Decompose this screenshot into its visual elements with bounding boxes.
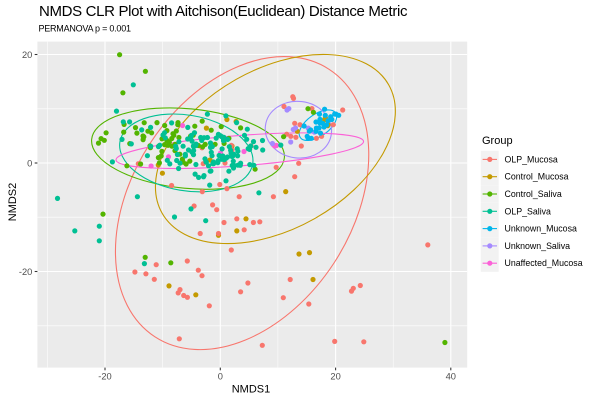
svg-text:Unknown_Saliva: Unknown_Saliva bbox=[505, 241, 571, 251]
svg-text:OLP_Mucosa: OLP_Mucosa bbox=[505, 154, 558, 164]
svg-text:-20: -20 bbox=[19, 267, 32, 277]
svg-text:NMDS2: NMDS2 bbox=[7, 183, 19, 222]
svg-text:-20: -20 bbox=[98, 371, 111, 381]
svg-text:Control_Saliva: Control_Saliva bbox=[505, 189, 562, 199]
svg-text:Control_Mucosa: Control_Mucosa bbox=[505, 172, 569, 182]
svg-text:0: 0 bbox=[27, 158, 32, 168]
svg-text:Group: Group bbox=[482, 135, 513, 147]
svg-text:NMDS1: NMDS1 bbox=[232, 384, 271, 396]
svg-text:OLP_Saliva: OLP_Saliva bbox=[505, 206, 552, 216]
svg-text:20: 20 bbox=[330, 371, 340, 381]
svg-text:Unaffected_Mucosa: Unaffected_Mucosa bbox=[505, 258, 583, 268]
svg-text:0: 0 bbox=[218, 371, 223, 381]
svg-text:Unknown_Mucosa: Unknown_Mucosa bbox=[505, 224, 577, 234]
svg-text:40: 40 bbox=[446, 371, 456, 381]
svg-text:PERMANOVA p = 0.001: PERMANOVA p = 0.001 bbox=[39, 24, 132, 34]
svg-text:20: 20 bbox=[22, 50, 32, 60]
svg-text:NMDS CLR Plot with Aitchison(E: NMDS CLR Plot with Aitchison(Euclidean) … bbox=[39, 3, 408, 20]
